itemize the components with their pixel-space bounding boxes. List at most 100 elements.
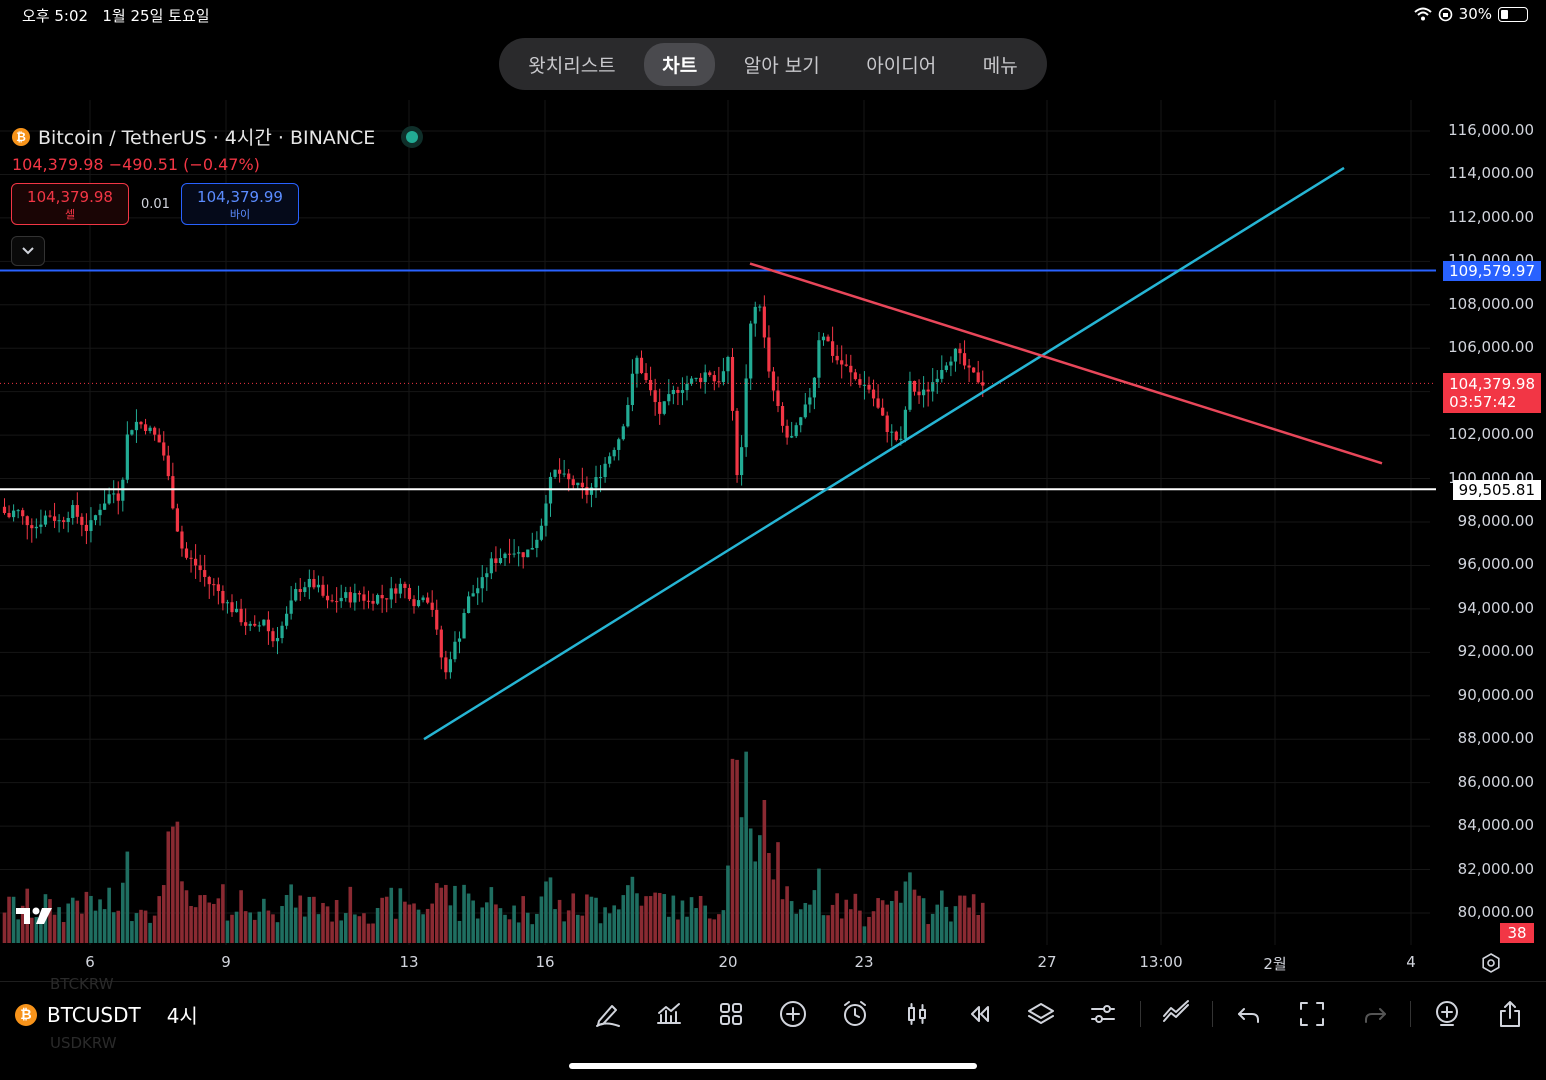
symbol-selector[interactable]: ₿ BTCUSDT 4시 (15, 1000, 198, 1029)
volume-bar (148, 922, 152, 943)
redo-button[interactable] (1355, 996, 1395, 1032)
candle-body (412, 599, 416, 607)
volume-bar (271, 914, 275, 943)
price-chart[interactable] (0, 0, 1546, 981)
indicators-button[interactable] (649, 996, 689, 1032)
current-price-value: 104,379.98 (1449, 375, 1535, 393)
volume-bar (457, 920, 462, 943)
candle-body (917, 391, 921, 396)
candle-body (34, 526, 38, 529)
tab-ideas[interactable]: 아이디어 (866, 54, 937, 77)
trend-tool-button[interactable] (1156, 996, 1196, 1032)
volume-bar (134, 913, 139, 943)
add-button[interactable] (773, 996, 813, 1032)
volume-bar (835, 893, 839, 943)
volume-bar (61, 922, 66, 943)
candle-body (52, 516, 57, 521)
candle-body (139, 421, 143, 425)
volume-bar (899, 902, 903, 943)
alert-button[interactable] (835, 996, 875, 1032)
volume-bar (39, 917, 43, 943)
add-watchlist-icon (1436, 1001, 1458, 1026)
volume-bar (798, 909, 803, 943)
candle-body (730, 356, 735, 411)
volume-bar (462, 884, 466, 943)
sell-button[interactable]: 104,379.98 셀 (11, 183, 129, 225)
price-axis-label: 88,000.00 (1457, 729, 1534, 748)
volume-bar (507, 919, 512, 943)
share-button[interactable] (1490, 996, 1530, 1032)
candle-body (935, 378, 939, 383)
volume-bar (767, 853, 771, 943)
volume-bar (485, 902, 489, 943)
candle-body (7, 513, 11, 518)
tab-watchlist[interactable]: 왓치리스트 (528, 54, 616, 77)
candle-body (125, 434, 129, 480)
candle-body (958, 348, 962, 354)
volume-bar (225, 920, 230, 943)
candle-body (93, 515, 98, 521)
candle-body (212, 584, 216, 586)
volume-bar (607, 913, 612, 943)
templates-button[interactable] (711, 996, 751, 1032)
add-watchlist-button[interactable] (1427, 996, 1467, 1032)
volume-bar (212, 903, 216, 943)
volume-bar (430, 903, 434, 943)
volume-bar (721, 910, 726, 943)
candle-body (285, 613, 289, 626)
candle-body (271, 631, 275, 642)
tab-menu[interactable]: 메뉴 (982, 54, 1018, 77)
buy-button[interactable]: 104,379.99 바이 (181, 183, 299, 225)
candle-body (831, 341, 835, 356)
candle-body (922, 389, 926, 396)
drawing-tools-button[interactable] (588, 996, 628, 1032)
volume-bar (707, 918, 712, 943)
candle-body (289, 600, 293, 614)
volume-bar (471, 900, 475, 943)
volume-bar (639, 905, 644, 943)
candle-body (521, 552, 525, 558)
collapse-legend-button[interactable] (11, 236, 45, 266)
candle-body (767, 337, 771, 372)
chart-settings-icon[interactable] (1480, 952, 1502, 974)
symbol-header[interactable]: ₿ Bitcoin / TetherUS · 4시간 · BINANCE (12, 123, 424, 150)
volume-bar (16, 919, 20, 943)
price-axis-label: 80,000.00 (1457, 903, 1534, 921)
descending-trend-line (749, 262, 1383, 465)
candle-body (403, 583, 407, 588)
candle-body (175, 508, 179, 532)
tradingview-logo-icon[interactable] (14, 905, 58, 927)
home-indicator (569, 1063, 977, 1069)
volume-bar (644, 896, 648, 943)
candle-body (940, 369, 944, 379)
chart-settings-button[interactable] (1083, 996, 1123, 1032)
candle-body (849, 365, 853, 373)
candle-body (339, 597, 343, 602)
price-axis-label: 84,000.00 (1457, 816, 1534, 835)
volume-bar (425, 908, 430, 943)
ghost-symbol-below: USDKRW (50, 1034, 117, 1052)
candle-body (972, 367, 976, 373)
replay-button[interactable] (959, 996, 999, 1032)
tab-explore[interactable]: 알아 보기 (743, 54, 820, 77)
candles-icon (908, 1003, 926, 1025)
volume-bar (944, 906, 949, 943)
volume-bar (744, 751, 748, 943)
volume-bar (589, 896, 594, 943)
candle-body (639, 357, 644, 374)
candle-body (871, 389, 876, 399)
tab-chart[interactable]: 차트 (644, 42, 716, 86)
chart-type-button[interactable] (897, 996, 937, 1032)
toolbar-divider (1140, 1001, 1141, 1027)
interval-selector[interactable]: 4시 (166, 1004, 198, 1028)
candle-body (926, 389, 930, 392)
fullscreen-button[interactable] (1292, 996, 1332, 1032)
candle-body (726, 356, 730, 372)
volume-bar (626, 885, 630, 943)
layers-button[interactable] (1021, 996, 1061, 1032)
candle-body (676, 389, 680, 393)
candle-body (162, 442, 166, 456)
volume-bar (980, 902, 985, 943)
undo-button[interactable] (1229, 996, 1269, 1032)
replay-icon (971, 1006, 989, 1022)
